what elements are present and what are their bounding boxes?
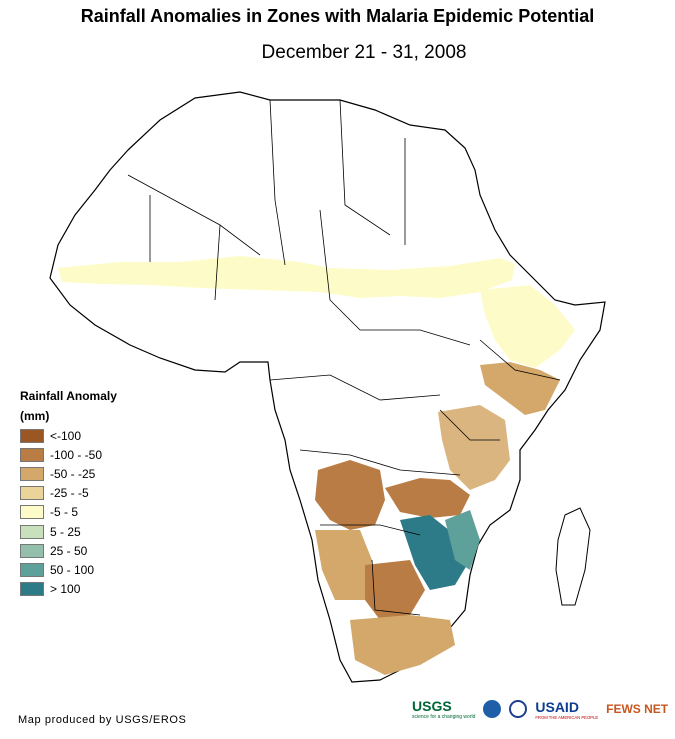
usaid-tagline: FROM THE AMERICAN PEOPLE — [535, 714, 599, 720]
legend-item: 5 - 25 — [20, 522, 117, 541]
botswana-anomaly — [365, 560, 425, 620]
legend-label: 25 - 50 — [50, 543, 88, 558]
legend-item: <-100 — [20, 426, 117, 445]
namibia-anomaly — [315, 530, 372, 600]
mozambique-wet-anomaly — [445, 510, 480, 570]
legend-label: -25 - -5 — [50, 486, 89, 501]
legend-item: -50 - -25 — [20, 464, 117, 483]
logos: USGS science for a changing world USAID … — [412, 698, 668, 720]
legend-label: <-100 — [50, 428, 82, 443]
usaid-logo: USAID FROM THE AMERICAN PEOPLE — [535, 699, 598, 720]
legend-item: > 100 — [20, 580, 117, 599]
legend-item: -5 - 5 — [20, 503, 117, 522]
zambia-anomaly — [385, 478, 470, 518]
usgs-tagline: science for a changing world — [412, 714, 476, 720]
usgs-logo-text: USGS — [412, 698, 452, 714]
legend-swatch — [20, 524, 44, 539]
country-borders — [127, 99, 561, 616]
legend-title: Rainfall Anomaly — [20, 389, 117, 403]
usgs-logo: USGS science for a changing world — [412, 698, 475, 720]
legend-swatch — [20, 582, 44, 597]
map-credit: Map produced by USGS/EROS — [18, 714, 187, 726]
legend-swatch — [20, 466, 44, 481]
angola-anomaly — [315, 460, 385, 530]
map-subtitle: December 21 - 31, 2008 — [261, 42, 467, 63]
usaid-logo-text: USAID — [535, 698, 579, 715]
legend-label: -50 - -25 — [50, 466, 96, 481]
africa-map — [49, 91, 606, 683]
legend-label: -5 - 5 — [50, 505, 79, 520]
legend-label: > 100 — [50, 582, 81, 597]
legend-label: 50 - 100 — [50, 562, 95, 577]
legend-label: -100 - -50 — [50, 447, 103, 462]
sahel-anomaly-band — [58, 256, 515, 298]
legend-rows: <-100 -100 - -50 -50 - -25 -25 - -5 -5 - 5 5 … — [20, 426, 117, 599]
legend-item: -25 - -5 — [20, 484, 117, 503]
legend-item: -100 - -50 — [20, 445, 117, 464]
fewsnet-logo: FEWS NET — [606, 702, 669, 716]
legend-item: 50 - 100 — [20, 560, 117, 579]
legend-swatch — [20, 562, 44, 577]
south-africa-anomaly — [350, 615, 455, 675]
legend-swatch — [20, 505, 44, 520]
legend-label: 5 - 25 — [50, 524, 81, 539]
legend-swatch — [20, 486, 44, 501]
legend-swatch — [20, 447, 44, 462]
legend-item: 25 - 50 — [20, 541, 117, 560]
map-title: Rainfall Anomalies in Zones with Malaria… — [80, 6, 595, 26]
legend-units: (mm) — [20, 409, 50, 423]
usaid-seal-icon — [509, 700, 528, 718]
ethiopia-anomaly — [480, 285, 575, 368]
legend-swatch — [20, 428, 44, 443]
madagascar — [555, 507, 591, 606]
legend: Rainfall Anomaly (mm) <-100 -100 - -50 -50… — [20, 386, 117, 599]
legend-swatch — [20, 543, 44, 558]
noaa-icon — [483, 700, 502, 718]
